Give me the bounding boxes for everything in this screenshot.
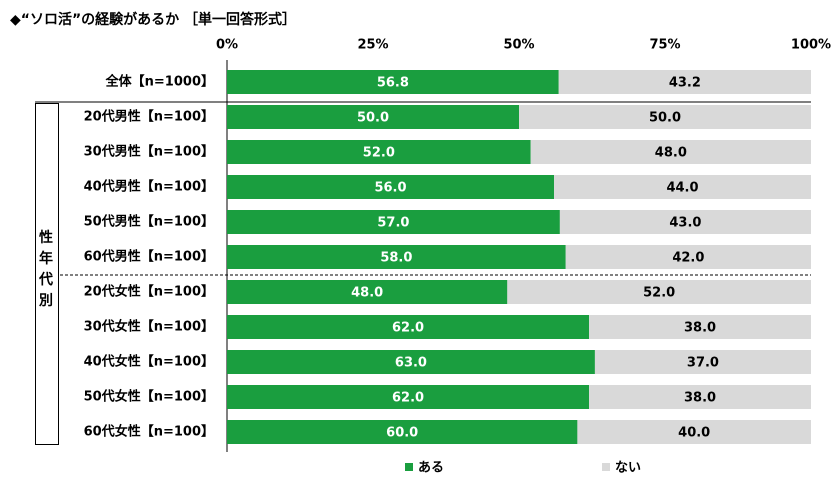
bar-segment-aru xyxy=(227,105,519,129)
data-label: 50.0 xyxy=(357,111,389,126)
data-label: 48.0 xyxy=(655,146,687,161)
legend-label: ある xyxy=(418,461,444,476)
data-label: 44.0 xyxy=(666,181,698,196)
side-label-char: 代 xyxy=(39,272,53,288)
data-label: 62.0 xyxy=(392,391,424,406)
side-label-char: 別 xyxy=(39,293,53,309)
bar-segment-aru xyxy=(227,420,578,444)
category-label: 50代男性【n=100】 xyxy=(84,214,214,230)
side-group-label: 性年代別 xyxy=(35,228,57,312)
category-label: 60代男性【n=100】 xyxy=(84,249,214,265)
bar-segment-aru xyxy=(227,70,559,94)
data-label: 52.0 xyxy=(363,146,395,161)
category-label: 30代女性【n=100】 xyxy=(84,319,214,335)
category-label: 20代男性【n=100】 xyxy=(84,109,214,125)
bar-segment-nai xyxy=(565,245,811,269)
data-label: 43.2 xyxy=(669,76,701,91)
bar-segment-aru xyxy=(227,245,566,269)
category-label: 50代女性【n=100】 xyxy=(84,389,214,405)
x-tick-label: 25% xyxy=(357,38,388,53)
bar-segment-aru xyxy=(227,175,555,199)
bar-segment-aru xyxy=(227,385,590,409)
bar-segment-nai xyxy=(589,315,811,339)
bar-segment-aru xyxy=(227,280,508,304)
side-group-box xyxy=(35,103,59,445)
bar-segment-nai xyxy=(530,140,811,164)
data-label: 56.0 xyxy=(374,181,406,196)
chart-title: ◆“ソロ活”の経験があるか ［単一回答形式］ xyxy=(10,12,297,28)
data-label: 42.0 xyxy=(672,251,704,266)
data-label: 38.0 xyxy=(684,321,716,336)
category-label: 40代女性【n=100】 xyxy=(84,354,214,370)
side-label-char: 性 xyxy=(39,230,53,246)
bar-segment-nai xyxy=(507,280,811,304)
bar-segment-nai xyxy=(559,210,811,234)
category-label: 40代男性【n=100】 xyxy=(84,179,214,195)
data-label: 40.0 xyxy=(678,426,710,441)
data-label: 43.0 xyxy=(669,216,701,231)
bar-segment-nai xyxy=(558,70,811,94)
bar-segment-nai xyxy=(594,350,811,374)
data-label: 48.0 xyxy=(351,286,383,301)
bar-segment-nai xyxy=(577,420,811,444)
data-label: 52.0 xyxy=(643,286,675,301)
x-tick-label: 75% xyxy=(649,38,680,53)
legend-label: ない xyxy=(615,461,641,476)
bar-segment-aru xyxy=(227,315,590,339)
category-label: 20代女性【n=100】 xyxy=(84,284,214,300)
data-label: 50.0 xyxy=(649,111,681,126)
side-label-char: 年 xyxy=(39,251,53,267)
legend-swatch xyxy=(602,463,610,471)
data-label: 56.8 xyxy=(377,76,409,91)
data-label: 37.0 xyxy=(687,356,719,371)
category-label: 30代男性【n=100】 xyxy=(84,144,214,160)
bar-segment-nai xyxy=(519,105,811,129)
data-label: 58.0 xyxy=(380,251,412,266)
x-tick-label: 100% xyxy=(791,38,831,53)
data-label: 38.0 xyxy=(684,391,716,406)
bar-segment-aru xyxy=(227,140,531,164)
bar-segment-aru xyxy=(227,350,595,374)
x-tick-label: 50% xyxy=(503,38,534,53)
category-label: 60代女性【n=100】 xyxy=(84,424,214,440)
bar-segment-aru xyxy=(227,210,560,234)
bar-segment-nai xyxy=(589,385,811,409)
category-label: 全体【n=1000】 xyxy=(105,74,214,90)
data-label: 63.0 xyxy=(395,356,427,371)
data-label: 57.0 xyxy=(377,216,409,231)
bar-segment-nai xyxy=(554,175,811,199)
data-label: 60.0 xyxy=(386,426,418,441)
legend-swatch xyxy=(405,463,413,471)
data-label: 62.0 xyxy=(392,321,424,336)
x-tick-label: 0% xyxy=(216,38,238,53)
